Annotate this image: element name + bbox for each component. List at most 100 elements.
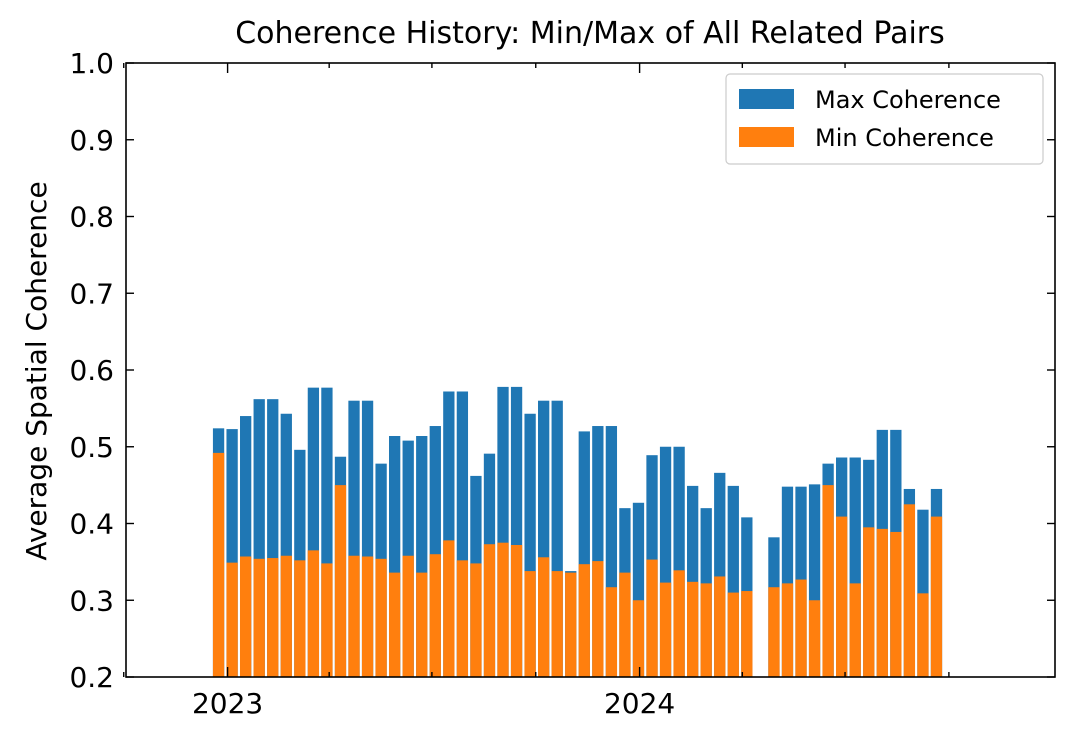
y-tick-label: 1.0 [69, 47, 114, 80]
min-coherence-bar [808, 600, 821, 677]
max-coherence-bar [578, 431, 590, 677]
min-coherence-bar [456, 560, 469, 677]
min-coherence-bar [836, 516, 848, 677]
y-tick-label: 0.9 [69, 124, 114, 157]
min-coherence-bar [483, 544, 496, 677]
max-coherence-bar [727, 485, 739, 677]
min-coherence-bar [294, 560, 306, 677]
min-coherence-bar [565, 572, 577, 677]
min-coherence-bar [348, 555, 360, 677]
min-coherence-bar [903, 504, 916, 677]
min-coherence-bar [700, 583, 712, 677]
max-coherence-bar [687, 485, 699, 677]
min-coherence-bar [280, 555, 292, 677]
min-coherence-bar [795, 579, 807, 677]
legend-swatch-min [739, 127, 794, 147]
min-coherence-bar [876, 528, 888, 677]
y-tick-label: 0.3 [69, 584, 114, 617]
min-coherence-bar [267, 558, 279, 677]
min-coherence-bar [632, 600, 645, 677]
min-coherence-bar [470, 563, 482, 677]
min-coherence-bar [375, 558, 387, 677]
min-coherence-bar [822, 485, 834, 678]
min-coherence-bar [551, 571, 563, 677]
min-coherence-bar [212, 452, 225, 677]
y-tick-label: 0.6 [69, 354, 114, 387]
min-coherence-bar [389, 572, 401, 677]
min-coherence-bar [727, 592, 739, 677]
min-coherence-bar [321, 563, 333, 677]
min-coherence-bar [768, 587, 780, 677]
max-coherence-bar [781, 486, 794, 677]
min-coherence-bar [497, 542, 509, 677]
min-coherence-bar [646, 559, 658, 677]
max-coherence-bar [348, 400, 360, 677]
max-coherence-bar [849, 457, 861, 677]
max-coherence-bar [253, 399, 265, 677]
max-coherence-bar [226, 429, 238, 677]
min-coherence-bar [605, 587, 618, 677]
max-coherence-bar [551, 400, 563, 677]
y-tick-label: 0.2 [69, 661, 114, 694]
max-coherence-bar [592, 426, 604, 677]
plot-area [212, 386, 943, 678]
min-coherence-bar [714, 576, 726, 677]
max-coherence-bar [240, 416, 252, 677]
legend-label-min: Min Coherence [815, 124, 994, 152]
max-coherence-bar [416, 436, 428, 677]
max-coherence-bar [361, 400, 374, 677]
min-coherence-bar [659, 582, 672, 677]
y-tick-label: 0.4 [69, 508, 114, 541]
min-coherence-bar [307, 550, 320, 677]
min-coherence-bars [212, 452, 943, 678]
max-coherence-bar [389, 436, 401, 677]
legend-label-max: Max Coherence [815, 86, 1001, 114]
min-coherence-bar [619, 572, 631, 677]
min-coherence-bar [429, 554, 441, 677]
max-coherence-bar [538, 400, 550, 677]
min-coherence-bar [402, 555, 414, 677]
max-coherence-bar [429, 426, 441, 677]
max-coherence-bar [808, 484, 821, 677]
min-coherence-bar [890, 531, 902, 677]
min-coherence-bar [510, 544, 523, 677]
max-coherence-bar [714, 472, 726, 677]
x-axis-ticks: 2023 2024 [123, 63, 950, 720]
max-coherence-bar [673, 446, 685, 677]
legend-swatch-max [739, 89, 794, 109]
min-coherence-bar [673, 570, 685, 677]
max-coherence-bar [456, 391, 469, 677]
min-coherence-bar [240, 556, 252, 677]
legend: Max Coherence Min Coherence [725, 73, 1044, 165]
max-coherence-bar [510, 386, 523, 677]
min-coherence-bar [687, 581, 699, 677]
max-coherence-bar [321, 387, 333, 677]
min-coherence-bar [538, 557, 550, 677]
min-coherence-bar [416, 572, 428, 677]
min-coherence-bar [253, 558, 265, 677]
max-coherence-bar [524, 413, 536, 677]
min-coherence-bar [917, 593, 929, 677]
min-coherence-bar [863, 527, 875, 677]
max-coherence-bar [280, 413, 292, 677]
max-coherence-bar [605, 426, 618, 677]
max-coherence-bar [307, 387, 320, 677]
min-coherence-bar [361, 556, 374, 677]
min-coherence-bar [443, 540, 455, 677]
max-coherence-bar [497, 386, 509, 677]
y-tick-label: 0.8 [69, 201, 114, 234]
legend-frame [725, 73, 1044, 165]
chart-title: Coherence History: Min/Max of All Relate… [235, 16, 945, 51]
min-coherence-bar [524, 571, 536, 677]
y-axis-label: Average Spatial Coherence [20, 181, 53, 560]
y-tick-label: 0.7 [69, 277, 114, 310]
min-coherence-bar [334, 485, 347, 678]
min-coherence-bar [741, 591, 753, 677]
max-coherence-bar [632, 502, 645, 677]
min-coherence-bar [849, 583, 861, 677]
min-coherence-bar [930, 516, 943, 677]
min-coherence-bar [226, 562, 238, 677]
min-coherence-bar [592, 561, 604, 677]
x-tick-label: 2024 [604, 687, 675, 720]
